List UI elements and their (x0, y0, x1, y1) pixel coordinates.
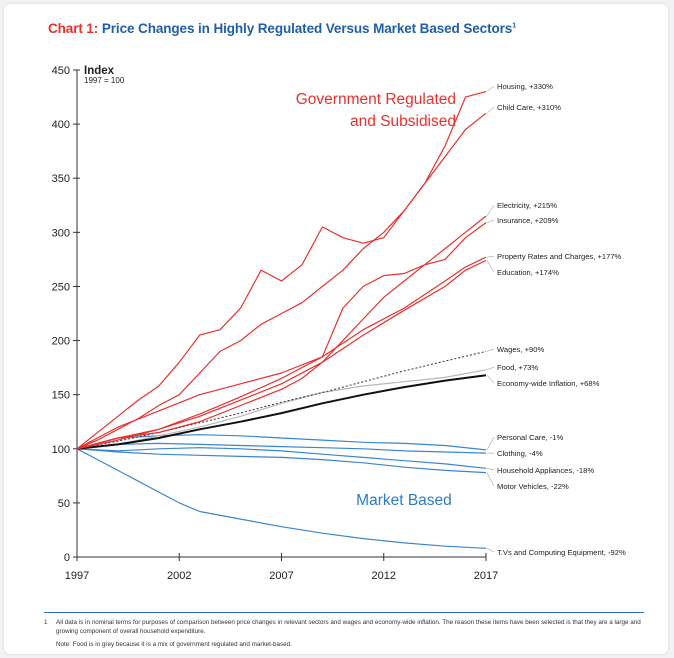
series-line-economy-wide-inflation-68 (76, 374, 487, 450)
chart-card: Chart 1: Price Changes in Highly Regulat… (4, 4, 668, 654)
series-line-clothing-4 (76, 442, 487, 454)
series-leader-motor-vehicles-22 (486, 472, 495, 487)
x-tick-label-2017: 2017 (474, 570, 498, 582)
x-tick-label-1997: 1997 (65, 570, 89, 582)
chart-title: Chart 1: Price Changes in Highly Regulat… (48, 21, 516, 36)
series-line-insurance-209 (76, 222, 487, 450)
footnote-text: All data is in nominal terms for purpose… (56, 619, 641, 635)
series-line-food-73 (76, 369, 487, 450)
series-label-child-care-310: Child Care, +310% (497, 103, 561, 112)
chart-series-labels: Housing, +330% Child Care, +310% Electrici… (486, 82, 626, 557)
series-label-wages-90: Wages, +90% (497, 345, 544, 354)
y-tick-label-250: 250 (52, 281, 70, 293)
y-axis-sublabel: 1997 = 100 (84, 76, 125, 85)
chart-title-prefix: Chart 1: (48, 21, 99, 36)
series-line-electricity-215 (76, 215, 487, 450)
series-leader-housing-330 (486, 85, 495, 92)
x-tick-label-2012: 2012 (372, 570, 396, 582)
series-label-education-174: Education, +174% (497, 268, 559, 277)
series-label-economy-wide-inflation-68: Economy-wide Inflation, +68% (497, 379, 600, 388)
series-line-education-174 (76, 259, 487, 450)
y-tick-label-100: 100 (52, 444, 70, 456)
series-leader-wages-90 (486, 348, 495, 352)
series-label-motor-vehicles-22: Motor Vehicles, -22% (497, 482, 569, 491)
y-tick-label-0: 0 (64, 552, 70, 564)
series-leader-education-174 (486, 260, 495, 273)
y-tick-label-300: 300 (52, 227, 70, 239)
chart-title-footnote-marker: 1 (512, 22, 516, 30)
series-line-child-care-310 (76, 112, 487, 450)
series-label-property-rates-and-charges-177: Property Rates and Charges, +177% (497, 252, 622, 261)
y-axis-label: Index (84, 65, 115, 77)
series-label-clothing-4: Clothing, -4% (497, 449, 543, 458)
series-label-t-vs-and-computing-equipment-92: T.Vs and Computing Equipment, -92% (497, 548, 626, 557)
series-label-electricity-215: Electricity, +215% (497, 201, 557, 210)
chart-series (76, 91, 487, 549)
chart-annotations: Government Regulated and Subsidised Market… (296, 91, 456, 509)
series-leader-economy-wide-inflation-68 (486, 375, 495, 384)
y-tick-label-200: 200 (52, 336, 70, 348)
y-tick-label-450: 450 (52, 65, 70, 77)
series-line-property-rates-and-charges-177 (76, 256, 487, 450)
series-leader-household-appliances-18 (486, 468, 495, 471)
y-tick-label-150: 150 (52, 390, 70, 402)
y-tick-label-350: 350 (52, 173, 70, 185)
annotation-0: Government Regulated (296, 91, 456, 108)
series-leader-personal-care-1 (486, 436, 495, 450)
annotation-2: Market Based (356, 492, 452, 509)
footnotes: 1 All data is in nominal terms for purpo… (44, 612, 644, 650)
y-tick-label-400: 400 (52, 119, 70, 131)
series-label-household-appliances-18: Household Appliances, -18% (497, 466, 594, 475)
series-leader-electricity-215 (486, 204, 495, 217)
series-line-personal-care-1 (76, 434, 487, 451)
series-label-food-73: Food, +73% (497, 363, 538, 372)
footnote-number: 1 (44, 619, 48, 626)
series-label-personal-care-1: Personal Care, -1% (497, 433, 564, 442)
series-leader-food-73 (486, 366, 495, 371)
series-leader-property-rates-and-charges-177 (486, 255, 495, 258)
series-label-insurance-209: Insurance, +209% (497, 216, 559, 225)
x-tick-label-2007: 2007 (269, 570, 293, 582)
chart-title-text: Price Changes in Highly Regulated Versus… (101, 21, 513, 36)
footnote-note: Note: Food is in grey because it is a mi… (56, 641, 292, 649)
series-line-wages-90 (76, 350, 487, 450)
x-tick-label-2002: 2002 (167, 570, 191, 582)
series-leader-insurance-209 (486, 219, 495, 223)
series-leader-t-vs-and-computing-equipment-92 (486, 548, 495, 553)
series-label-housing-330: Housing, +330% (497, 82, 553, 91)
series-line-household-appliances-18 (76, 447, 487, 469)
line-chart: 0 50 100 150 200 250 300 350 400 450 1997 2002 2007 2… (52, 65, 626, 582)
series-line-motor-vehicles-22 (76, 448, 487, 474)
y-tick-label-50: 50 (58, 498, 70, 510)
chart-axes: 0 50 100 150 200 250 300 350 400 450 1997 2002 2007 2… (52, 65, 499, 582)
annotation-1: and Subsidised (350, 113, 456, 130)
series-line-housing-330 (76, 91, 487, 450)
series-line-t-vs-and-computing-equipment-92 (76, 448, 487, 549)
series-leader-child-care-310 (486, 106, 495, 114)
